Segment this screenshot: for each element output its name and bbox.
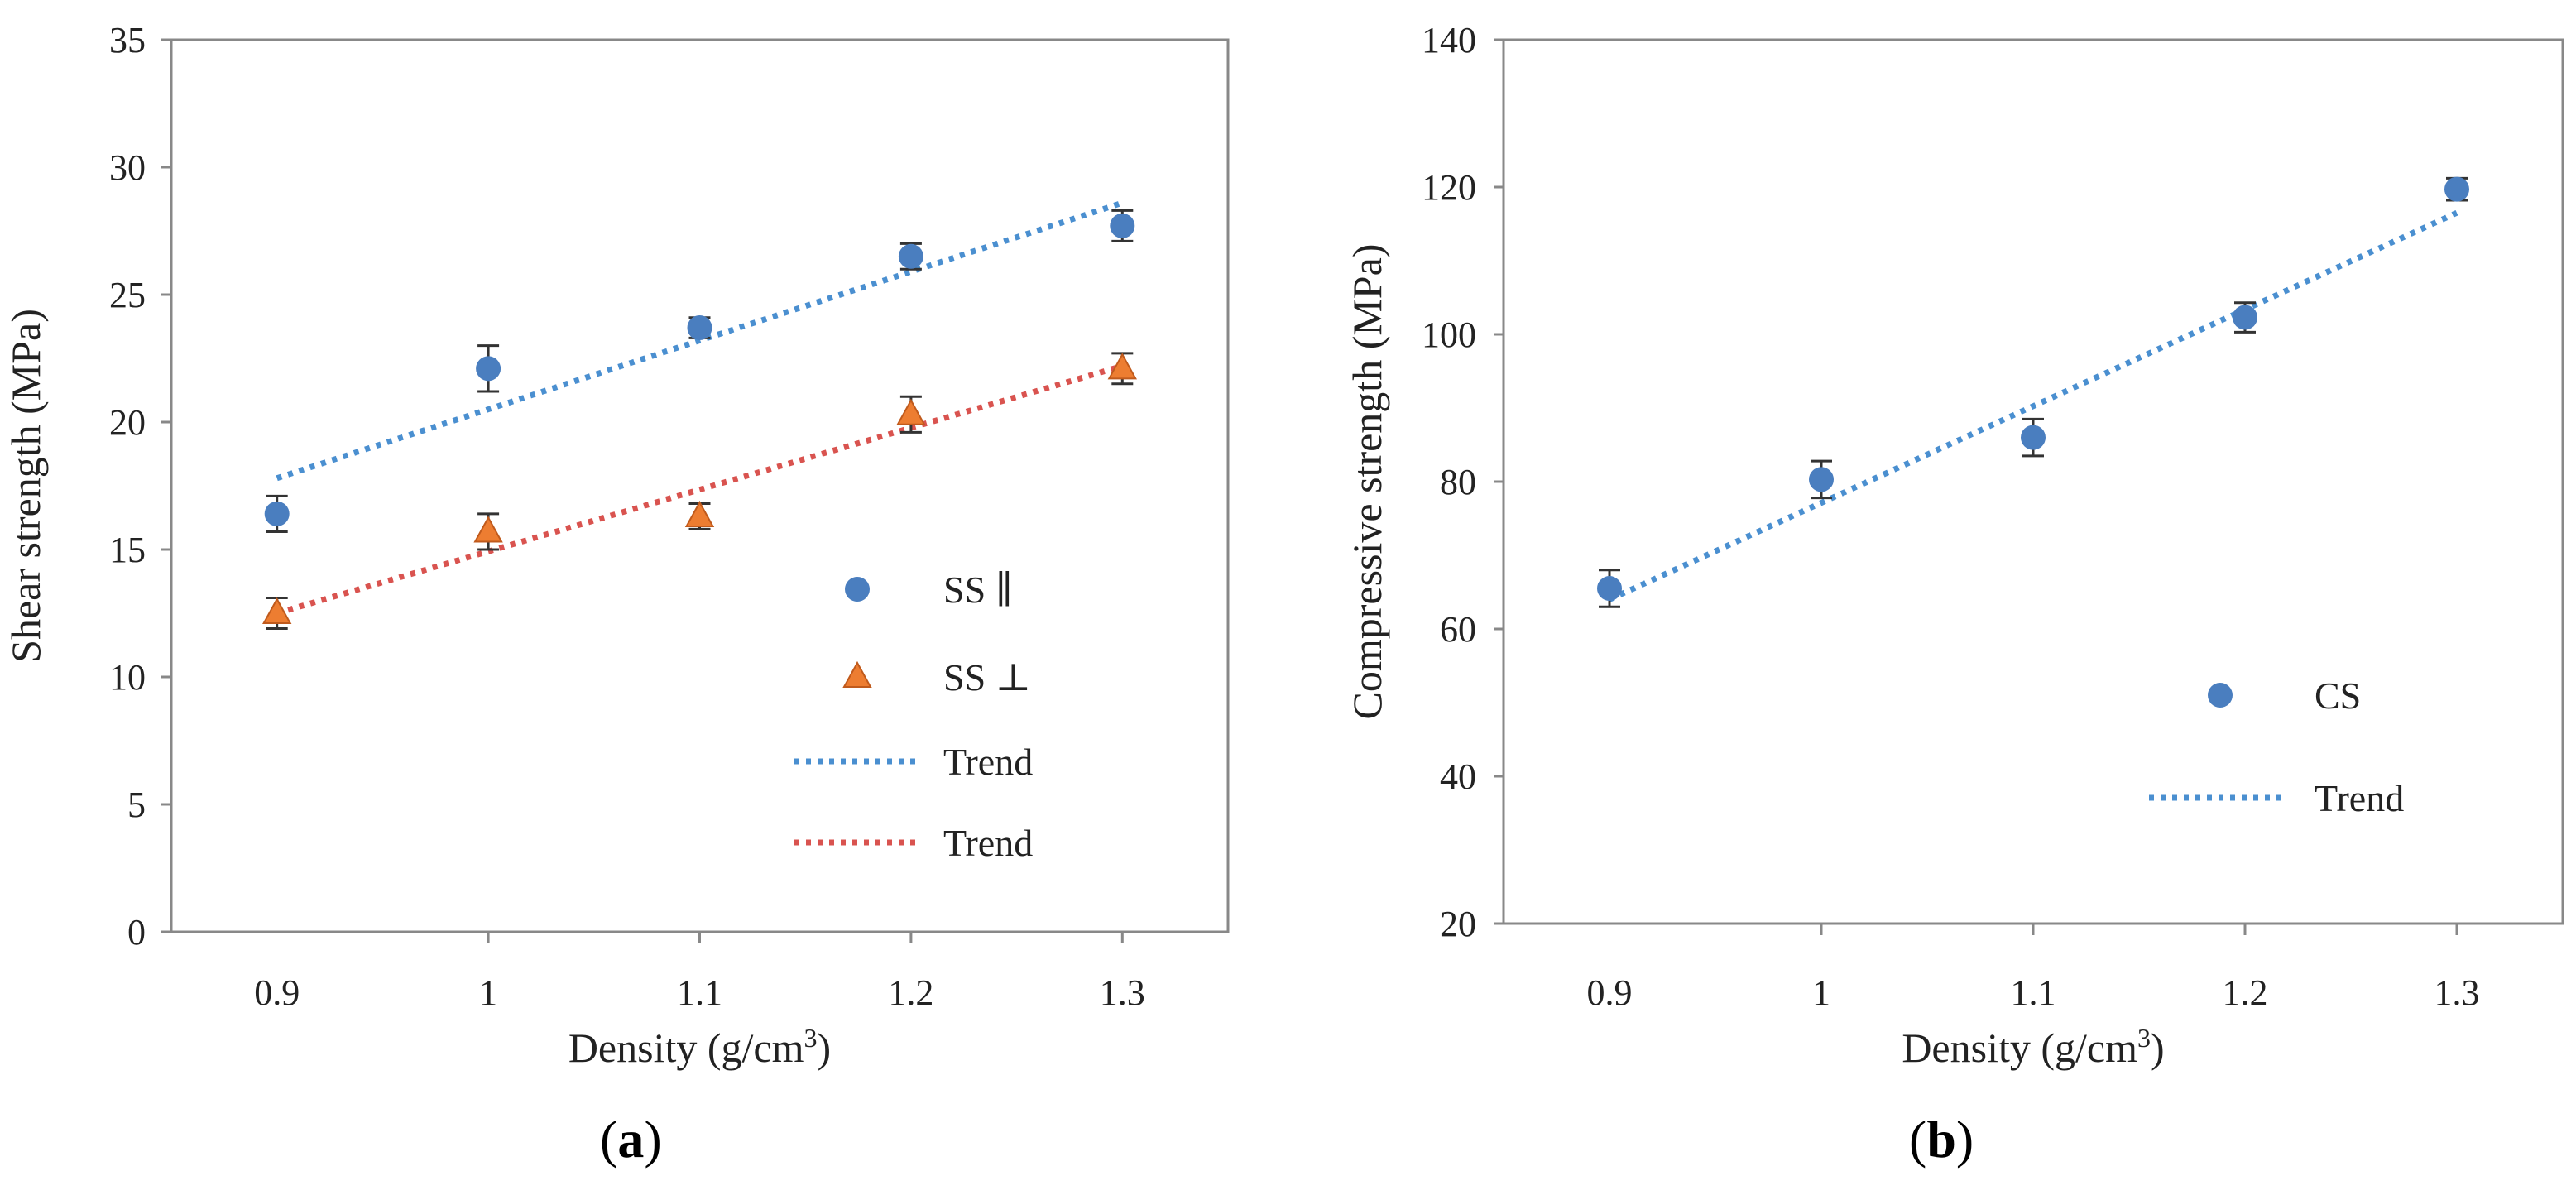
y-tick-label: 5 xyxy=(127,785,146,825)
data-point xyxy=(1107,353,1137,380)
legend-marker xyxy=(842,660,872,688)
legend-label: Trend xyxy=(2315,777,2404,819)
legend-label: CS xyxy=(2315,674,2361,717)
plot-frame xyxy=(170,38,1230,933)
data-point xyxy=(264,501,290,526)
x-tick-label: 1.3 xyxy=(2434,972,2480,1013)
y-tick-label: 60 xyxy=(1440,609,1476,650)
data-point xyxy=(1110,213,1135,238)
x-axis-label: Density (g/cm3) xyxy=(568,1023,831,1071)
x-tick-label: 0.9 xyxy=(1587,972,1633,1013)
y-tick-label: 80 xyxy=(1440,462,1476,502)
y-tick-label: 120 xyxy=(1422,167,1476,208)
x-tick-label: 0.9 xyxy=(254,972,300,1013)
y-axis-label: Compressive strength (MPa) xyxy=(1344,244,1390,720)
data-point xyxy=(2021,425,2046,450)
x-tick-label: 1.1 xyxy=(2011,972,2056,1013)
y-axis-label: Shear strength (MPa) xyxy=(2,309,49,663)
data-point xyxy=(684,500,715,527)
legend-marker xyxy=(845,577,870,602)
data-point xyxy=(2444,176,2469,202)
y-tick-label: 35 xyxy=(109,20,146,60)
legend-label: SS ⊥ xyxy=(943,656,1031,698)
trend-line xyxy=(1608,209,2458,602)
y-tick-label: 100 xyxy=(1422,314,1476,355)
legend-label: SS ∥ xyxy=(943,569,1013,611)
panel-label-b-text: b xyxy=(1926,1110,1956,1169)
data-point xyxy=(687,315,712,341)
x-axis-label: Density (g/cm3) xyxy=(1902,1023,2164,1071)
data-point xyxy=(473,516,503,543)
y-tick-label: 0 xyxy=(127,912,146,953)
data-point xyxy=(898,243,923,269)
y-tick-label: 40 xyxy=(1440,756,1476,797)
x-tick-label: 1.1 xyxy=(677,972,722,1013)
x-tick-label: 1 xyxy=(479,972,497,1013)
y-tick-label: 20 xyxy=(1440,904,1476,944)
x-tick-label: 1.2 xyxy=(2223,972,2268,1013)
panel-label-a: (a) xyxy=(600,1110,662,1169)
y-tick-label: 20 xyxy=(109,402,146,443)
trend-line xyxy=(276,199,1124,482)
panel-label-a-text: a xyxy=(617,1110,645,1169)
y-tick-label: 25 xyxy=(109,275,146,315)
x-tick-label: 1.3 xyxy=(1100,972,1145,1013)
x-tick-label: 1.2 xyxy=(888,972,933,1013)
chart-b: 20 40 60 80 100 120 140 0.9 1 1.1 1.2 1.3 Density (g… xyxy=(1344,20,2564,1071)
data-point xyxy=(476,356,501,382)
legend-marker xyxy=(2208,683,2233,708)
legend-label: Trend xyxy=(943,822,1033,864)
data-point xyxy=(1809,467,1834,492)
y-tick-label: 15 xyxy=(109,530,146,570)
data-point xyxy=(896,398,926,425)
data-point xyxy=(2233,305,2257,330)
y-tick-label: 30 xyxy=(109,147,146,188)
x-tick-label: 1 xyxy=(1812,972,1830,1013)
y-tick-label: 140 xyxy=(1422,20,1476,60)
chart-a: 0 5 10 15 20 25 30 35 0.9 1 1.1 1.2 1.3 Density (g/cm… xyxy=(2,20,1230,1071)
data-point xyxy=(1597,576,1622,602)
legend-label: Trend xyxy=(943,741,1033,783)
y-tick-label: 10 xyxy=(109,657,146,698)
data-point xyxy=(262,597,292,624)
panel-label-b: (b) xyxy=(1909,1110,1974,1169)
trend-line xyxy=(276,362,1124,617)
